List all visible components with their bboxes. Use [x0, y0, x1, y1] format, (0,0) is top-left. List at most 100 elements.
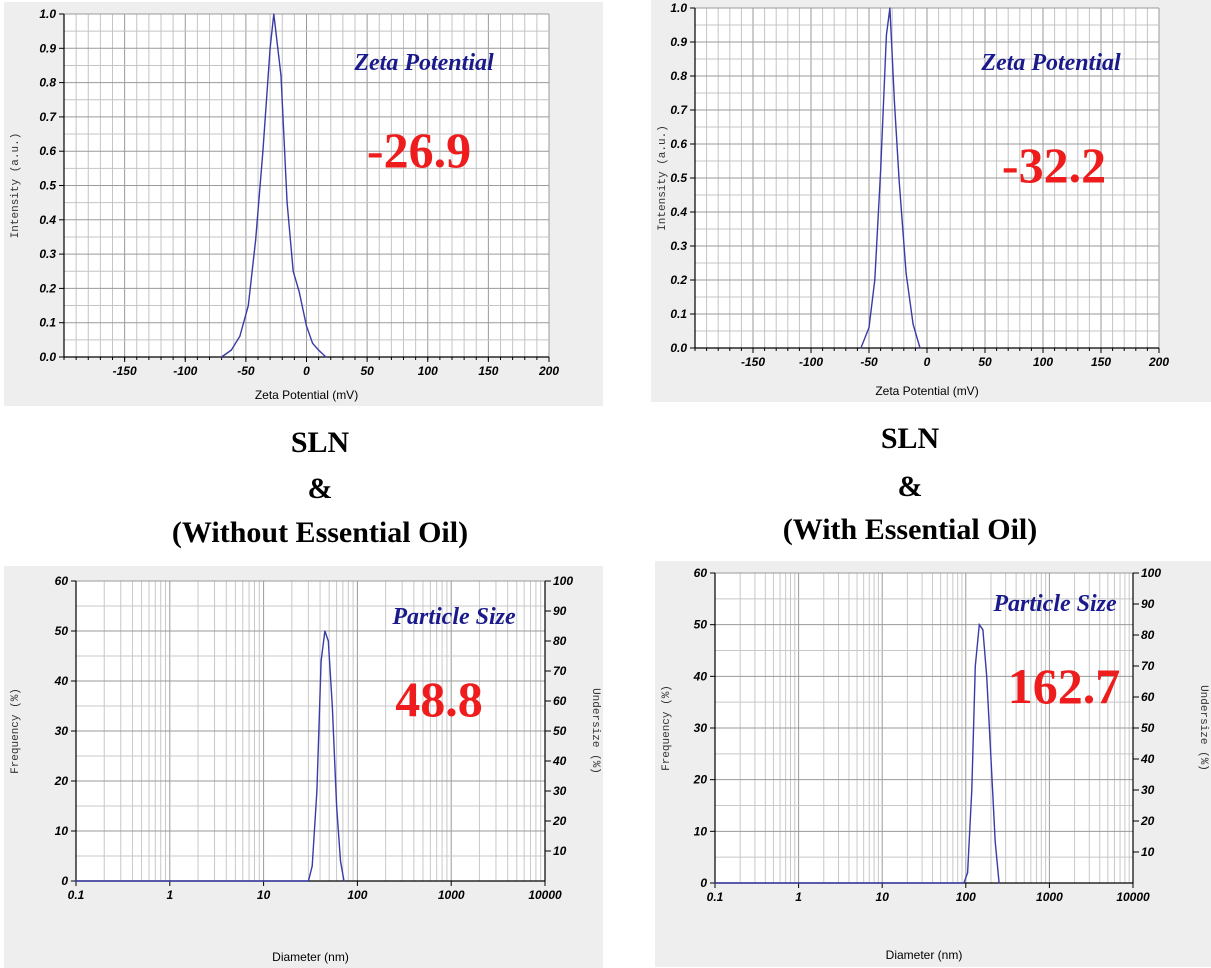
data-point: [994, 841, 996, 843]
x-axis-label: Zeta Potential (mV): [875, 384, 978, 398]
data-point: [286, 202, 288, 204]
x-tick-label: 1: [166, 888, 173, 902]
data-point: [860, 347, 862, 349]
data-point: [305, 325, 308, 327]
data-point: [292, 270, 294, 272]
y-tick-label: 0.9: [39, 41, 56, 55]
caption-amp-right: &: [897, 470, 923, 503]
y-tick-label: 0.8: [39, 76, 56, 90]
y-tick-label: 0.6: [670, 137, 687, 151]
data-point: [889, 7, 891, 9]
y2-tick-label: 90: [553, 604, 567, 618]
y-tick-label: 30: [694, 721, 708, 735]
y2-axis-label: Undersize (%): [1197, 685, 1209, 771]
x-tick-label: 200: [1148, 355, 1169, 369]
y2-tick-label: 50: [1141, 721, 1155, 735]
y2-tick-label: 100: [1141, 566, 1161, 580]
y2-tick-label: 20: [552, 814, 567, 828]
chart-annotation-value: 48.8: [395, 671, 483, 727]
data-point: [963, 882, 965, 884]
y-tick-label: 0.9: [670, 35, 687, 49]
x-tick-label: 150: [1091, 355, 1111, 369]
y2-tick-label: 90: [1141, 597, 1155, 611]
y-tick-label: 0.7: [670, 103, 688, 117]
x-tick-label: 200: [538, 364, 559, 378]
caption-amp-left: &: [307, 472, 333, 505]
data-point: [262, 150, 264, 152]
y-tick-label: 60: [55, 574, 69, 588]
data-point: [885, 34, 887, 36]
y2-tick-label: 10: [553, 844, 567, 858]
y-tick-label: 0.7: [39, 110, 57, 124]
x-tick-label: -100: [799, 355, 823, 369]
data-point: [966, 872, 969, 874]
data-point: [327, 640, 329, 642]
y-tick-label: 20: [54, 774, 69, 788]
data-point: [280, 75, 282, 77]
series-line: [221, 13, 327, 358]
x-tick-label: 0.1: [707, 890, 724, 904]
data-point: [974, 665, 976, 667]
y-tick-label: 0.0: [670, 341, 687, 355]
x-tick-label: 100: [418, 364, 438, 378]
data-point: [307, 880, 309, 882]
data-point: [273, 13, 275, 15]
y-tick-label: 0.3: [39, 247, 56, 261]
x-tick-label: -50: [237, 364, 255, 378]
y-tick-label: 10: [55, 824, 69, 838]
grid: [63, 13, 550, 358]
zeta-chart-without-oil-svg: 0.0 0.1 0.2 0.3 0.4 0.5 0.6 0.7 0.8 0.9 1.0 -150 -10…: [4, 2, 603, 406]
chart-annotation-value: 162.7: [1008, 658, 1121, 714]
chart-annotation-value: -26.9: [367, 122, 471, 178]
y-tick-label: 60: [694, 566, 708, 580]
data-point: [247, 304, 249, 307]
data-point: [311, 342, 314, 344]
data-point: [325, 356, 327, 358]
size-chart-without-oil: 0 10 20 30 40 50 60 0.1 1 10 100 1000 10000 10 20 30 40 5…: [4, 566, 603, 968]
x-tick-label: 0: [924, 355, 931, 369]
chart-annotation-value: -32.2: [1002, 137, 1106, 193]
y-tick-label: 1.0: [39, 7, 56, 21]
y-tick-label: 0.1: [670, 307, 687, 321]
data-point: [221, 356, 223, 358]
y-tick-label: 50: [694, 618, 708, 632]
data-point: [339, 860, 342, 862]
x-tick-label: 1000: [1036, 890, 1063, 904]
y-tick-label: 0.5: [670, 171, 687, 185]
data-point: [986, 675, 988, 677]
y-tick-label: 0.1: [39, 316, 56, 330]
x-tick-label: 10: [257, 888, 271, 902]
zeta-chart-with-oil-svg: 0.0 0.1 0.2 0.3 0.4 0.5 0.6 0.7 0.8 0.9 1.0 -150 -10…: [651, 0, 1211, 402]
zeta-chart-with-oil: 0.0 0.1 0.2 0.3 0.4 0.5 0.6 0.7 0.8 0.9 1.0 -150 -10…: [651, 0, 1211, 402]
data-point: [971, 789, 973, 791]
data-point: [311, 865, 313, 867]
data-point: [714, 882, 716, 884]
y-axis-label: Frequency (%): [661, 685, 673, 771]
y2-tick-label: 10: [1141, 845, 1155, 859]
y2-tick-label: 40: [552, 754, 567, 768]
x-tick-label: 100: [956, 890, 976, 904]
data-point: [254, 239, 257, 241]
y-tick-label: 50: [55, 624, 69, 638]
data-point: [230, 349, 232, 351]
y2-tick-label: 80: [1141, 628, 1155, 642]
caption-sln-left: SLN: [290, 426, 350, 459]
data-point: [75, 880, 77, 882]
y2-tick-label: 100: [553, 574, 573, 588]
data-point: [998, 882, 1000, 884]
x-tick-label: 10: [876, 890, 890, 904]
x-tick-label: 150: [478, 364, 498, 378]
x-tick-label: 100: [347, 888, 367, 902]
y-tick-label: 10: [694, 824, 708, 838]
data-point: [919, 347, 921, 349]
x-tick-label: 100: [1033, 355, 1053, 369]
chart-annotation-title: Particle Size: [992, 591, 1117, 617]
data-point: [331, 705, 333, 707]
x-tick-label: 0.1: [68, 888, 85, 902]
data-point: [874, 279, 876, 281]
x-axis-label: Diameter (nm): [272, 950, 349, 964]
y-axis-label: Intensity (a.u.): [10, 133, 22, 239]
data-point: [990, 758, 992, 760]
y-tick-label: 0.3: [670, 239, 687, 253]
y2-tick-label: 30: [553, 784, 567, 798]
